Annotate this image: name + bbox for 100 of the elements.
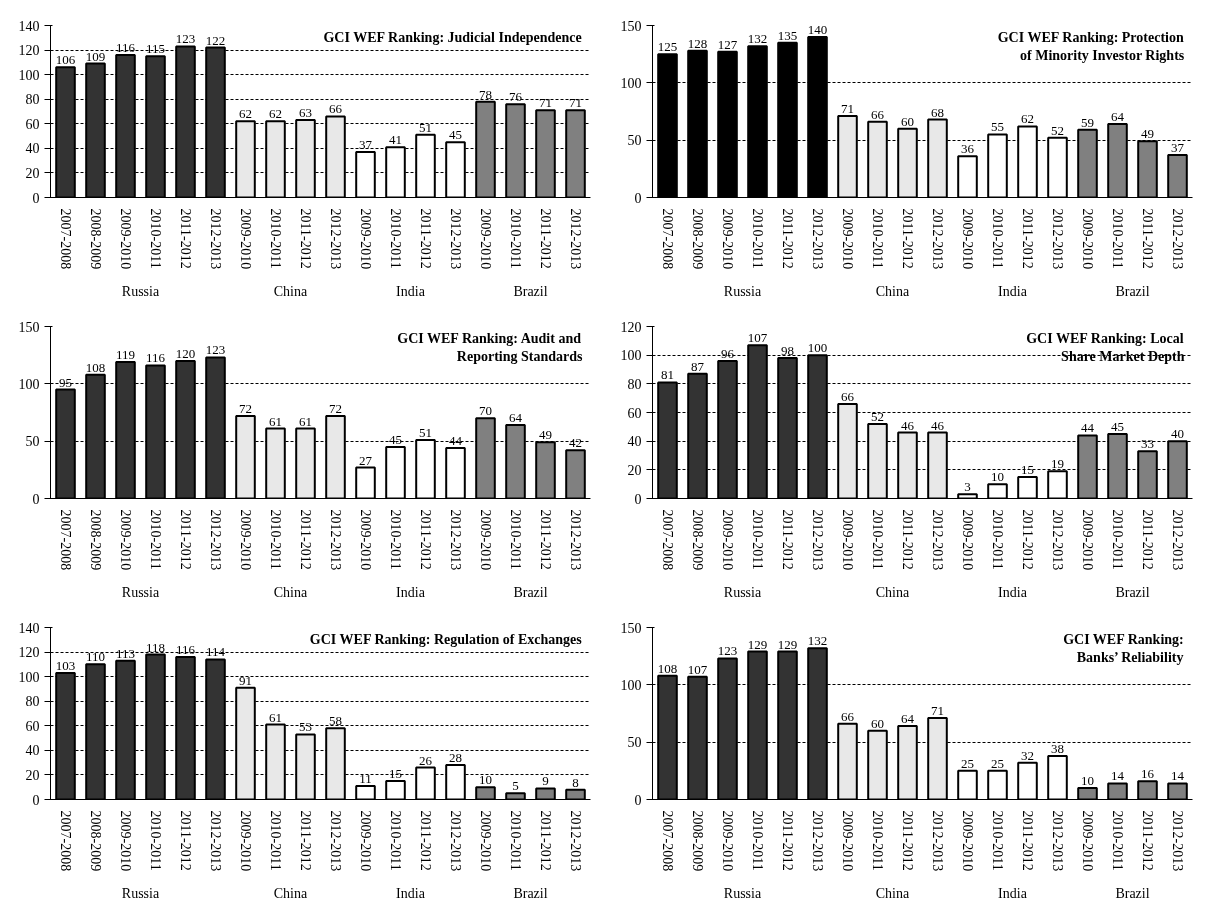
data-label: 100 [807,340,828,356]
text: Russia [723,885,762,901]
x-tick-label: 2009-2010 [477,208,493,270]
data-label: 63 [299,105,312,121]
x-tick-label: 2012-2013 [1169,810,1185,872]
x-tick-label: 2010-2011 [507,509,523,570]
y-tick-label: 140 [18,18,40,34]
x-tick-label: 2008-2009 [689,509,705,571]
x-tick-label: 2010-2011 [1109,810,1125,871]
y-tick-label: 100 [620,75,642,91]
y-tick-label: 120 [620,319,642,335]
y-tick-label: 150 [18,319,40,335]
data-label: 45 [449,127,462,143]
text: India [396,584,426,600]
x-tick-label: 2011-2012 [537,810,553,871]
x-tick-label: 2010-2011 [1109,208,1125,269]
y-tick-label: 80 [25,92,40,108]
x-tick-label: 2011-2012 [177,208,193,269]
data-label: 36 [961,141,975,157]
data-label: 129 [777,636,798,652]
text: India [998,283,1028,299]
data-label: 122 [205,32,226,48]
x-tick-label: 2011-2012 [537,509,553,570]
y-tick-label: 0 [32,491,40,507]
y-tick-label: 150 [620,620,642,636]
x-tick-label: 2008-2009 [87,208,103,270]
x-tick-label: 2010-2011 [869,810,885,871]
data-label: 132 [807,633,828,649]
data-label: 62 [269,106,282,122]
chart-title: GCI WEF Ranking: Judicial Independence [323,29,582,45]
x-tick-label: 2011-2012 [899,509,915,570]
data-label: 113 [115,645,136,661]
data-label: 46 [901,417,915,433]
data-label: 8 [572,774,579,790]
data-label: 70 [479,403,492,419]
x-tick-label: 2012-2013 [809,810,825,872]
x-tick-label: 2008-2009 [689,810,705,872]
y-tick-label: 0 [32,190,40,206]
x-tick-label: 2011-2012 [1019,208,1035,269]
x-tick-label: 2009-2010 [839,208,855,270]
x-tick-label: 2012-2013 [809,208,825,270]
data-label: 33 [1141,436,1154,452]
y-tick-label: 0 [634,792,642,808]
data-label: 61 [269,413,282,429]
x-tick-label: 2010-2011 [869,208,885,269]
data-label: 5 [512,778,519,794]
x-tick-label: 2010-2011 [507,810,523,871]
data-label: 106 [55,52,76,68]
data-label: 120 [175,345,196,361]
data-label: 10 [479,772,492,788]
text: India [396,283,426,299]
data-label: 45 [1111,419,1124,434]
x-tick-label: 2010-2011 [869,509,885,570]
y-tick-label: 50 [25,434,40,450]
data-label: 25 [991,755,1004,771]
x-tick-label: 2012-2013 [1169,509,1185,571]
x-tick-label: 2011-2012 [297,208,313,269]
x-tick-label: 2011-2012 [899,810,915,871]
text: GCI WEF Ranking: Audit and Reporting Standards [397,330,584,364]
y-tick-label: 40 [25,743,40,759]
data-label: 62 [1021,111,1034,127]
y-tick-label: 120 [18,43,40,59]
x-tick-label: 2011-2012 [297,810,313,871]
chart-title: GCI WEF Ranking: Regulation of Exchanges [309,631,583,647]
data-label: 9 [542,773,549,789]
text: Russia [121,283,160,299]
x-tick-label: 2009-2010 [477,810,493,872]
x-tick-label: 2009-2010 [357,509,373,571]
y-tick-label: 20 [25,165,40,181]
data-label: 61 [269,709,282,725]
text: Russia [121,885,160,901]
x-tick-label: 2012-2013 [327,810,343,872]
data-label: 27 [359,452,373,468]
data-label: 125 [657,39,678,55]
y-tick-label: 50 [627,133,642,149]
data-label: 44 [449,433,463,449]
x-tick-label: 2012-2013 [1049,509,1065,571]
data-label: 25 [961,755,974,771]
x-tick-label: 2007-2008 [57,810,73,872]
data-label: 71 [841,101,854,117]
text: China [273,283,309,299]
x-tick-label: 2008-2009 [689,208,705,270]
y-tick-label: 100 [18,67,40,83]
x-tick-label: 2008-2009 [87,509,103,571]
y-tick-label: 150 [620,18,642,34]
x-tick-label: 2009-2010 [839,509,855,571]
text: Russia [121,584,160,600]
y-tick-label: 40 [25,141,40,157]
y-tick-label: 100 [18,376,40,392]
x-tick-label: 2012-2013 [567,208,583,270]
data-label: 10 [1081,773,1094,789]
x-tick-label: 2010-2011 [749,810,765,871]
data-label: 66 [841,708,855,724]
data-label: 49 [1141,126,1154,142]
y-tick-label: 140 [18,620,40,636]
x-tick-label: 2008-2009 [87,810,103,872]
text: Brazil [1115,885,1150,901]
text: China [875,283,911,299]
x-tick-label: 2012-2013 [207,509,223,571]
x-tick-label: 2012-2013 [567,810,583,872]
